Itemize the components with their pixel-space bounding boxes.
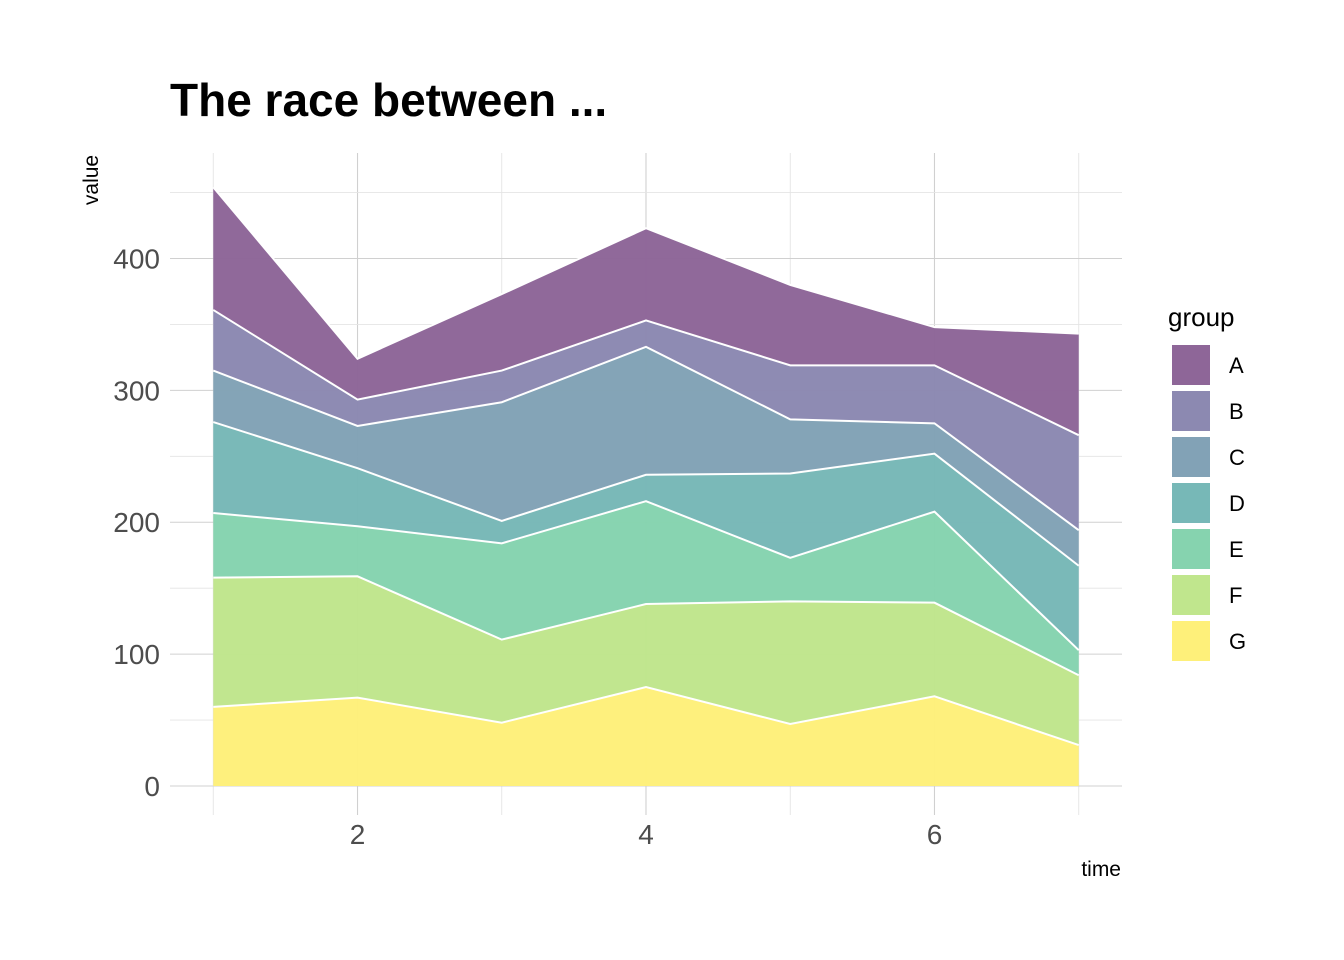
legend-label-e: E (1229, 537, 1244, 562)
legend-key-g (1172, 621, 1210, 661)
area-outline-c (212, 345, 1080, 531)
x-axis-title: time (1081, 858, 1121, 881)
legend-key-c (1172, 437, 1210, 477)
area-series-b (213, 309, 1079, 531)
area-outline-a (212, 186, 1079, 360)
area-outline-d (212, 421, 1080, 567)
legend-label-d: D (1229, 491, 1245, 516)
legend-label-f: F (1229, 583, 1242, 608)
area-series-g (213, 687, 1079, 786)
y-tick-label: 300 (113, 375, 160, 406)
legend-label-c: C (1229, 445, 1245, 470)
legend-key-a (1172, 345, 1210, 385)
legend-title: group (1168, 302, 1235, 332)
area-series-c (213, 346, 1079, 566)
y-tick-label: 200 (113, 507, 160, 538)
area-outline-e (213, 500, 1080, 651)
legend-key-f (1172, 575, 1210, 615)
legend-key-d (1172, 483, 1210, 523)
y-tick-label: 100 (113, 639, 160, 670)
y-axis-ticks: 0 100 200 300 400 (113, 243, 160, 801)
area-series-f (213, 576, 1079, 746)
y-axis-title: value (80, 155, 103, 205)
area-series-d (213, 422, 1079, 651)
x-tick-label: 4 (638, 819, 654, 850)
area-outline-f (213, 575, 1080, 677)
y-tick-label: 400 (113, 243, 160, 274)
legend-key-b (1172, 391, 1210, 431)
legend-label-a: A (1229, 353, 1244, 378)
area-outline-g (213, 686, 1080, 747)
area-series-a (213, 187, 1079, 436)
legend-label-b: B (1229, 399, 1244, 424)
x-axis-ticks: 2 4 6 (350, 819, 943, 850)
legend-label-g: G (1229, 629, 1246, 654)
plot-areas (212, 186, 1080, 786)
area-series-e (213, 501, 1079, 676)
legend-key-e (1172, 529, 1210, 569)
area-outline-b (212, 309, 1080, 437)
y-tick-label: 0 (144, 771, 160, 802)
x-tick-label: 2 (350, 819, 366, 850)
x-tick-label: 6 (927, 819, 943, 850)
chart-title: The race between ... (170, 74, 607, 126)
